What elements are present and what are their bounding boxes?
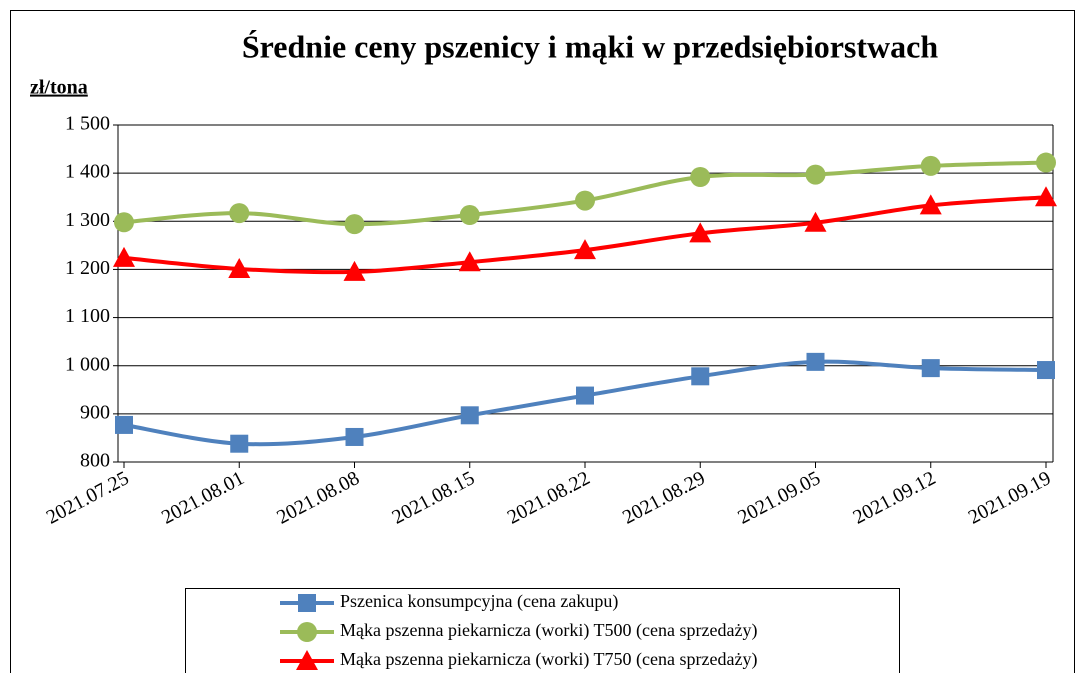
data-point (114, 212, 134, 233)
chart-title: Średnie ceny pszenicy i mąki w przedsięb… (242, 28, 938, 64)
data-point (689, 222, 712, 243)
data-point (575, 190, 595, 211)
data-point (460, 406, 479, 425)
legend-marker (297, 622, 317, 642)
y-tick-label: 1 000 (65, 353, 110, 375)
data-point (691, 367, 710, 386)
legend-marker (298, 594, 316, 612)
data-point (228, 257, 251, 278)
data-point (576, 386, 594, 405)
y-tick-label: 800 (80, 450, 110, 472)
data-point (574, 239, 596, 260)
data-point (1037, 361, 1055, 380)
legend-label: Mąka pszenna piekarnicza (worki) T500 (c… (340, 620, 757, 641)
data-point (458, 251, 481, 272)
data-point (805, 164, 826, 185)
data-point (921, 359, 940, 378)
y-tick-label: 1 200 (65, 257, 110, 279)
data-point (919, 194, 942, 215)
y-tick-label: 1 500 (65, 113, 110, 135)
data-point (1035, 186, 1057, 207)
data-point (343, 260, 366, 281)
data-point (1036, 152, 1056, 173)
legend-marker (296, 650, 318, 670)
data-point (804, 211, 827, 232)
chart-frame (10, 10, 1075, 673)
data-point (806, 352, 825, 371)
data-point (230, 434, 249, 453)
data-point (115, 415, 133, 434)
y-tick-label: 1 400 (65, 161, 110, 183)
data-point (229, 203, 250, 224)
y-tick-label: 900 (80, 401, 110, 423)
data-point (920, 155, 941, 176)
data-point (345, 427, 364, 446)
y-axis-label: zł/tona (30, 77, 88, 99)
data-point (459, 205, 480, 226)
legend-label: Pszenica konsumpcyjna (cena zakupu) (340, 591, 618, 612)
data-point (113, 246, 135, 267)
y-tick-label: 1 100 (65, 305, 110, 327)
y-tick-label: 1 300 (65, 209, 110, 231)
data-point (344, 214, 365, 235)
legend-label: Mąka pszenna piekarnicza (worki) T750 (c… (340, 649, 757, 670)
data-point (690, 166, 711, 187)
